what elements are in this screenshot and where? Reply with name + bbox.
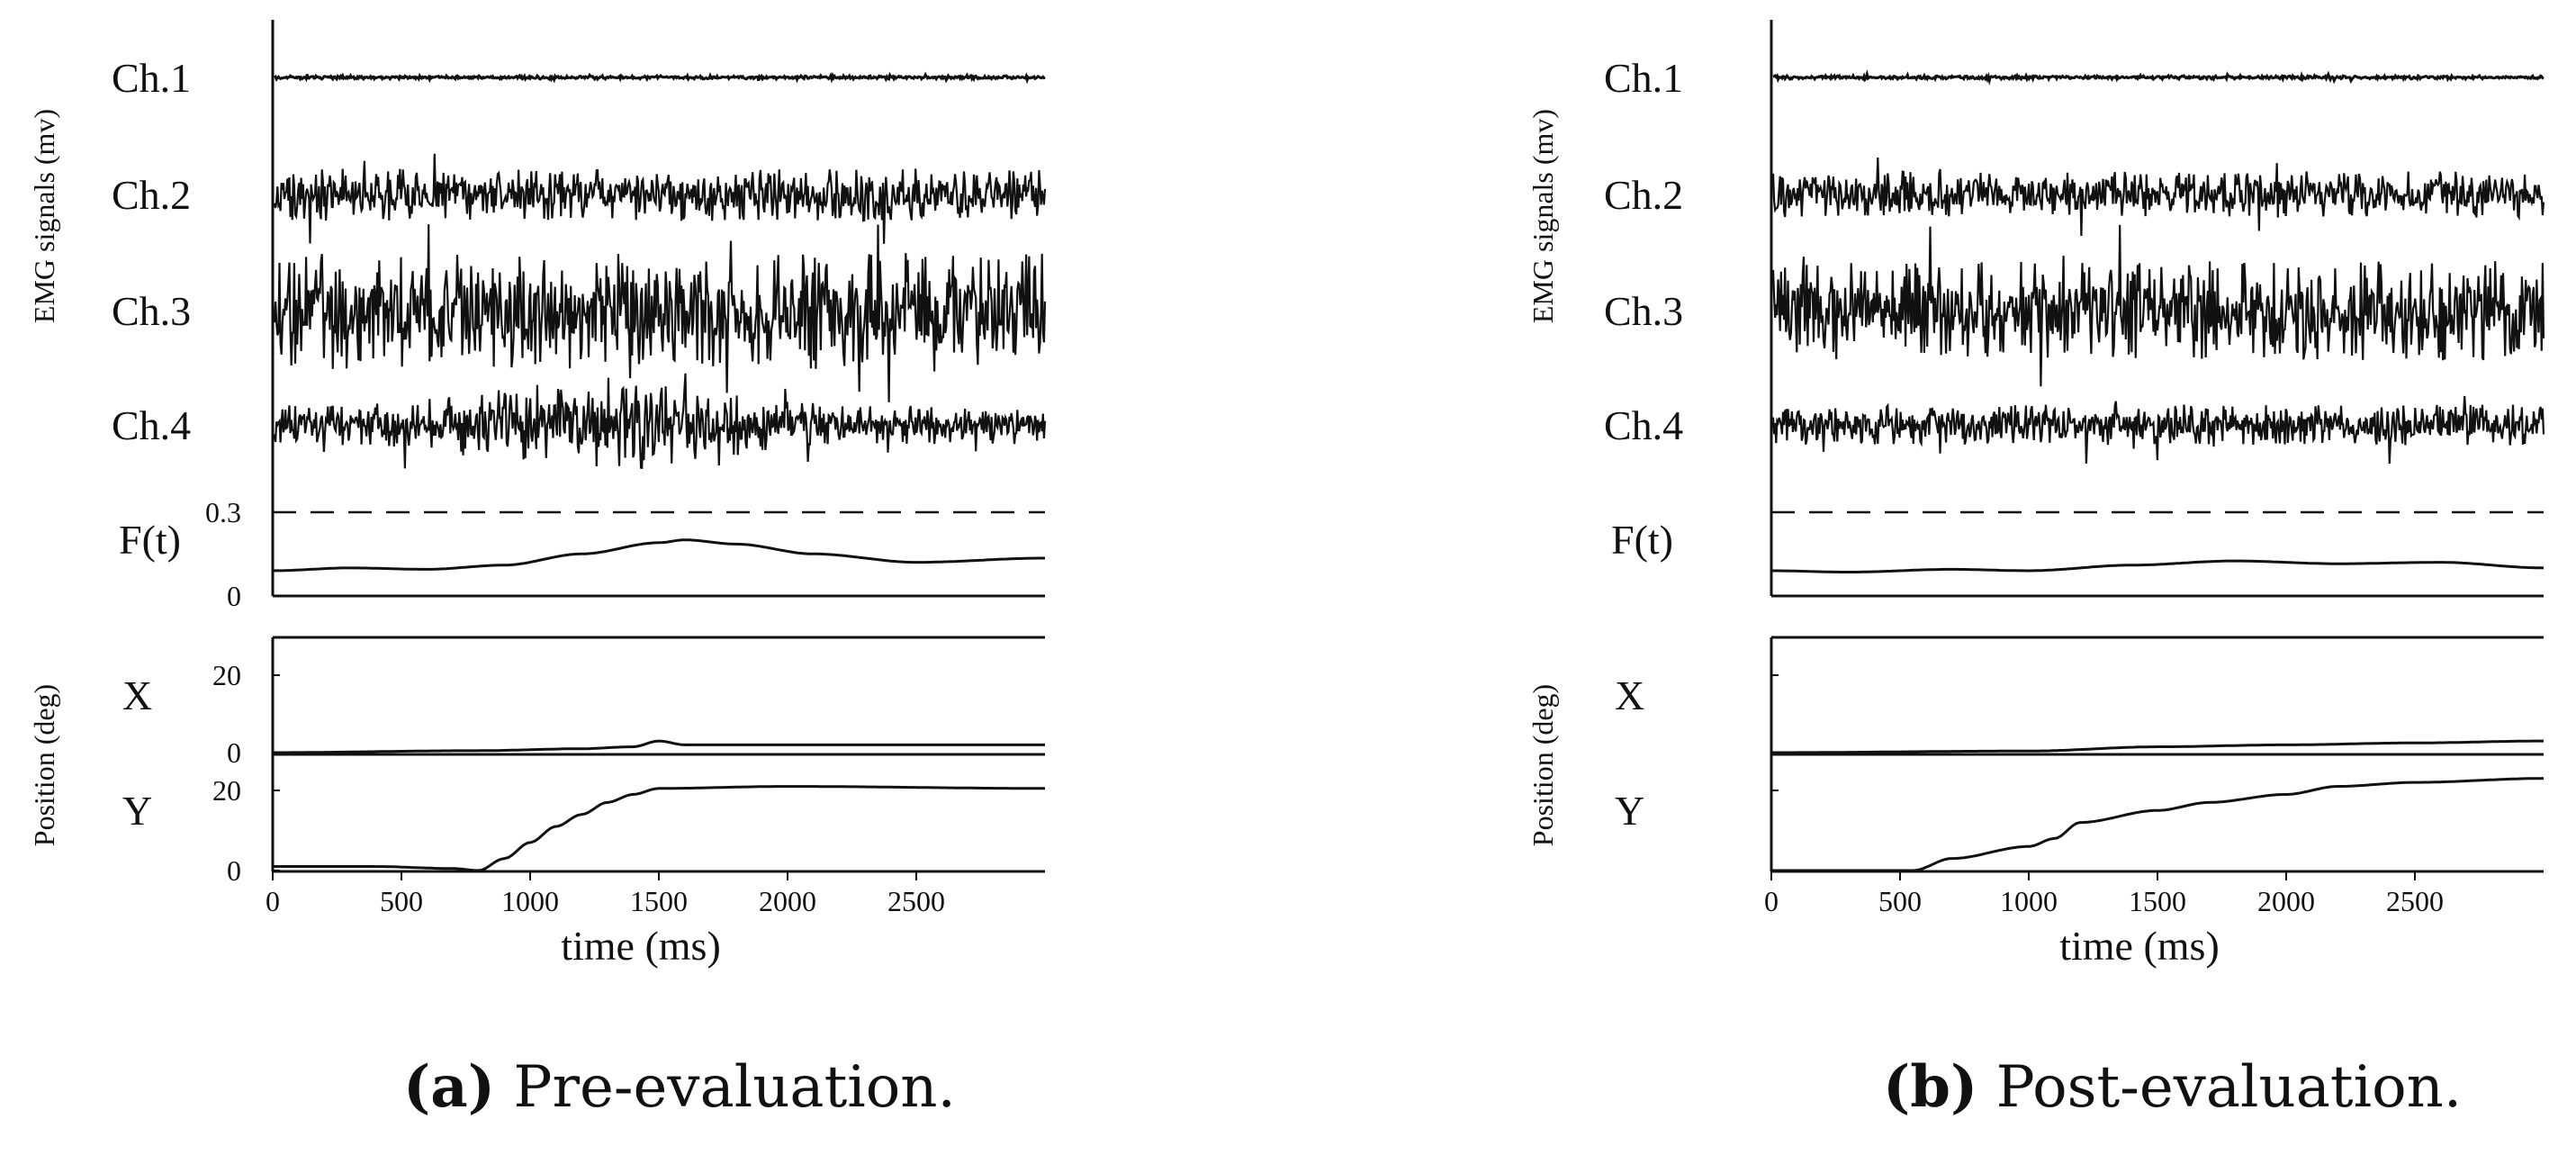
x-tick-label: 500: [1878, 885, 1922, 917]
caption-b: (b) Post-evaluation.: [1883, 1053, 2462, 1121]
emg-trace-Ch.1: [1772, 68, 2544, 86]
y-position-label: Y: [122, 788, 152, 834]
channel-label: Ch.4: [112, 402, 191, 448]
position-y-axis-title: Position (deg): [1527, 684, 1559, 846]
x-position-curve: [1771, 739, 2544, 754]
channel-label: Ch.1: [112, 55, 191, 101]
x-pos-tick-label: 0: [227, 736, 241, 769]
emg-trace-Ch.3: [273, 224, 1047, 402]
y-pos-tick-label: 20: [212, 774, 241, 807]
x-axis-title: time (ms): [561, 923, 721, 969]
emg-trace-Ch.1: [273, 71, 1046, 85]
x-tick-label: 2500: [887, 885, 945, 917]
y-position-curve: [273, 785, 1045, 872]
x-tick-label: 2000: [2257, 885, 2315, 917]
x-tick-label: 0: [266, 885, 280, 917]
x-position-label: X: [1615, 672, 1644, 718]
x-tick-label: 2500: [2386, 885, 2444, 917]
y-pos-tick-label: 0: [227, 854, 241, 887]
ft-label: F(t): [119, 517, 181, 563]
x-tick-label: 1000: [501, 885, 559, 917]
x-tick-label: 0: [1764, 885, 1779, 917]
channel-label: Ch.2: [112, 172, 191, 218]
channel-label: Ch.3: [1604, 288, 1683, 334]
caption-a: (a) Pre-evaluation.: [403, 1053, 956, 1121]
emg-trace-Ch.4: [1771, 395, 2545, 465]
ft-curve: [272, 538, 1045, 573]
position-y-axis-title: Position (deg): [28, 684, 60, 846]
x-position-label: X: [122, 672, 152, 718]
x-tick-label: 500: [380, 885, 423, 917]
channel-label: Ch.4: [1604, 402, 1683, 448]
x-position-curve: [273, 739, 1045, 754]
emg-trace-Ch.3: [1771, 224, 2545, 387]
ft-curve: [1771, 559, 2544, 573]
channel-label: Ch.1: [1604, 55, 1683, 101]
caption-a-letter: (a): [403, 1053, 496, 1121]
ft-tick-label: 0: [227, 580, 241, 612]
channel-label: Ch.2: [1604, 172, 1683, 218]
x-axis-title: time (ms): [2059, 923, 2220, 969]
y-position-label: Y: [1615, 788, 1644, 834]
emg-trace-Ch.2: [273, 153, 1047, 244]
x-tick-label: 1500: [2129, 885, 2186, 917]
x-tick-label: 1000: [2000, 885, 2058, 917]
caption-b-text: Post-evaluation.: [1977, 1054, 2463, 1121]
emg-trace-Ch.2: [1771, 157, 2545, 237]
y-position-curve: [1771, 777, 2544, 872]
emg-y-axis-title: EMG signals (mv): [28, 109, 60, 323]
x-tick-label: 2000: [759, 885, 816, 917]
x-tick-label: 1500: [630, 885, 688, 917]
emg-trace-Ch.4: [273, 373, 1047, 470]
ft-tick-label: 0.3: [205, 496, 241, 528]
caption-b-letter: (b): [1883, 1053, 1978, 1121]
panel-a-chart: EMG signals (mv) Ch.1 Ch.2 Ch.3 Ch.4 F(t) 0.3 0…: [28, 20, 1047, 969]
panel-b-chart: EMG signals (mv) Ch.1 Ch.2 Ch.3 Ch.4 F(t) Posi…: [1527, 20, 2545, 969]
x-pos-tick-label: 20: [212, 659, 241, 691]
caption-a-text: Pre-evaluation.: [495, 1054, 956, 1121]
ft-label: F(t): [1611, 517, 1673, 563]
channel-label: Ch.3: [112, 288, 191, 334]
emg-y-axis-title: EMG signals (mv): [1527, 109, 1559, 323]
